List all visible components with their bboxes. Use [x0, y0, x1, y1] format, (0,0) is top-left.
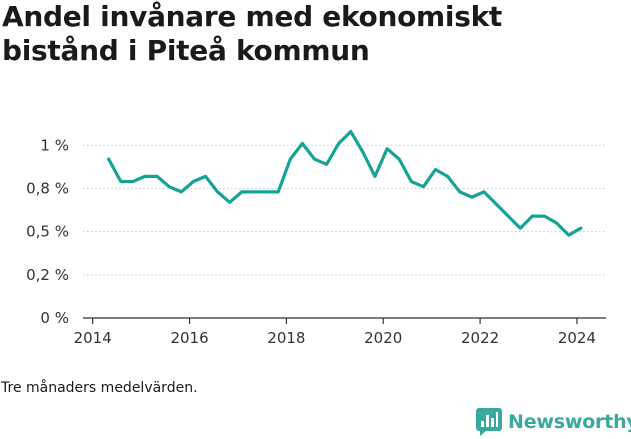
- y-tick-label: 0 %: [40, 309, 69, 327]
- data-point: [361, 150, 365, 154]
- data-point: [228, 201, 231, 204]
- y-tick-label: 0,2 %: [26, 266, 69, 284]
- data-point: [482, 190, 486, 194]
- brand-name: Newsworthy: [508, 411, 631, 433]
- data-point: [240, 190, 244, 194]
- chart-title: Andel invånare med ekonomiskt bistånd i …: [2, 0, 503, 67]
- data-point: [410, 180, 413, 183]
- data-point: [301, 142, 304, 145]
- data-point: [434, 168, 437, 171]
- data-point: [398, 157, 401, 161]
- data-point: [470, 195, 474, 199]
- data-point: [216, 190, 219, 194]
- x-tick-label: 2014: [74, 329, 112, 347]
- data-point: [579, 226, 583, 230]
- data-point: [555, 221, 558, 225]
- data-point: [107, 157, 110, 161]
- x-tick-labels: 2014 2016 2018 2020 2022 2024: [74, 329, 596, 347]
- x-tick-label: 2024: [558, 329, 596, 347]
- y-tick-label: 1 %: [40, 136, 69, 154]
- data-point: [252, 190, 256, 194]
- data-point: [519, 226, 522, 230]
- data-point: [143, 175, 147, 178]
- x-tick-label: 2020: [364, 329, 402, 347]
- data-point: [385, 147, 389, 150]
- newsworthy-logo[interactable]: Newsworthy: [476, 407, 631, 437]
- y-tick-label: 0,8 %: [26, 179, 69, 197]
- data-point: [325, 163, 328, 166]
- x-tick-label: 2018: [267, 329, 305, 347]
- y-tick-label: 0,5 %: [26, 223, 69, 241]
- footnote: Tre månaders medelvärden.: [1, 380, 198, 396]
- data-point: [289, 157, 292, 161]
- data-point: [543, 214, 546, 218]
- y-tick-labels: 0 % 0,2 % 0,5 % 0,8 % 1 %: [26, 136, 69, 327]
- data-point: [458, 190, 461, 194]
- data-point: [204, 175, 207, 178]
- data-point: [446, 175, 449, 178]
- x-tick-label: 2016: [170, 329, 208, 347]
- gridlines: [83, 144, 606, 276]
- data-point: [131, 180, 135, 183]
- data-point: [531, 214, 534, 218]
- data-point: [313, 157, 316, 161]
- data-point: [494, 202, 498, 206]
- bar-chart-logo-icon: [476, 408, 502, 436]
- data-point: [422, 185, 425, 188]
- data-point: [337, 142, 340, 145]
- data-point: [167, 185, 171, 188]
- data-point: [264, 190, 268, 194]
- data-point: [373, 175, 377, 178]
- data-point: [506, 214, 510, 218]
- data-point: [155, 175, 159, 178]
- data-point: [567, 233, 570, 237]
- series-line-group: [107, 129, 583, 237]
- data-point: [349, 130, 352, 133]
- series-line: [107, 129, 583, 237]
- data-point: [276, 190, 280, 194]
- x-tick-label: 2022: [461, 329, 499, 347]
- data-point: [192, 180, 195, 183]
- data-point: [119, 180, 122, 183]
- data-point: [180, 190, 183, 194]
- x-axis: [83, 317, 606, 324]
